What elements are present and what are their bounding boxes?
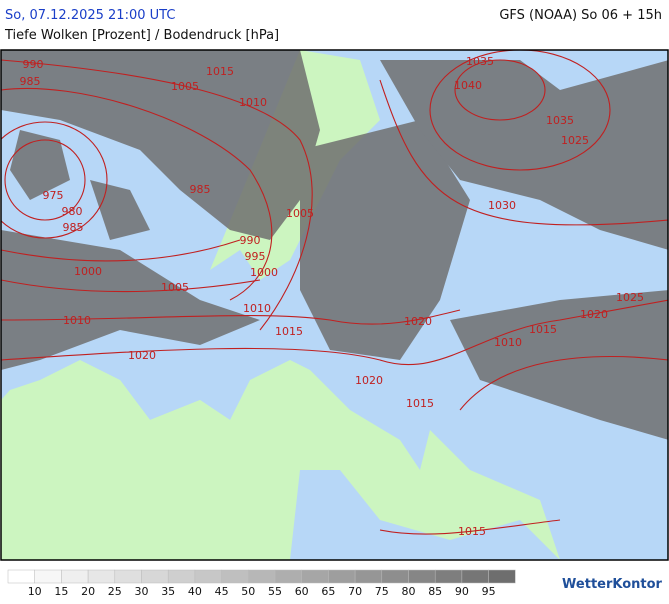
legend-swatch <box>488 569 516 584</box>
isobar-label: 1035 <box>546 114 574 127</box>
isobar-label: 1015 <box>275 325 303 338</box>
isobar-label: 1005 <box>286 207 314 220</box>
isobar-label: 1010 <box>239 96 267 109</box>
legend-swatch <box>381 569 409 584</box>
isobar-label: 985 <box>63 221 84 234</box>
legend-swatch <box>434 569 463 584</box>
legend-label: 55 <box>268 585 282 598</box>
legend-swatch <box>194 569 222 584</box>
isobar-label: 990 <box>23 58 44 71</box>
isobar-label: 1020 <box>128 349 156 362</box>
legend-swatch <box>328 569 356 584</box>
legend-label: 90 <box>455 585 469 598</box>
legend-label: 10 <box>28 585 42 598</box>
isobar-label: 985 <box>20 75 41 88</box>
isobar-label: 995 <box>245 250 266 263</box>
isobar-label: 1010 <box>63 314 91 327</box>
legend-label: 50 <box>241 585 255 598</box>
legend-swatch <box>7 569 35 584</box>
legend-label: 15 <box>54 585 68 598</box>
legend-swatch <box>114 569 142 584</box>
isobar-label: 1015 <box>529 323 557 336</box>
legend-swatch <box>461 569 489 584</box>
legend-swatch <box>301 569 329 584</box>
isobar-label: 1015 <box>458 525 486 538</box>
isobar-label: 980 <box>62 205 83 218</box>
map-frame <box>0 49 669 561</box>
legend-swatch <box>274 569 302 584</box>
legend-swatch <box>248 569 276 584</box>
legend-label: 25 <box>108 585 122 598</box>
legend-label: 85 <box>428 585 442 598</box>
legend-label: 40 <box>188 585 202 598</box>
isobar-label: 1005 <box>171 80 199 93</box>
legend-label: 80 <box>402 585 416 598</box>
isobar-label: 1035 <box>466 55 494 68</box>
isobar-label: 1000 <box>74 265 102 278</box>
legend-label: 20 <box>81 585 95 598</box>
isobar-label: 1040 <box>454 79 482 92</box>
isobar-label: 990 <box>240 234 261 247</box>
map: 990 985 1015 1005 1010 1035 1040 1035 1025 975 980… <box>0 49 669 561</box>
isobar-label: 1025 <box>561 134 589 147</box>
legend-swatch <box>61 569 89 584</box>
isobar-label: 1015 <box>206 65 234 78</box>
legend-label: 45 <box>215 585 229 598</box>
legend-swatch <box>354 569 383 584</box>
legend: 10 15 20 25 30 35 40 45 50 55 60 65 70 75 80 85 90 95 <box>7 569 516 598</box>
legend-swatch <box>167 569 196 584</box>
logo: WetterKontor <box>562 577 663 592</box>
date-label: So, 07.12.2025 21:00 UTC <box>5 8 175 23</box>
legend-label: 75 <box>375 585 389 598</box>
isobar-label: 1015 <box>406 397 434 410</box>
legend-swatch <box>141 569 169 584</box>
isobar-label: 1010 <box>494 336 522 349</box>
isobars <box>1 50 668 535</box>
isobar-label: 985 <box>190 183 211 196</box>
land <box>1 380 290 560</box>
isobar-label: 1025 <box>616 291 644 304</box>
legend-swatch <box>408 569 436 584</box>
isobar-label: 975 <box>43 189 64 202</box>
legend-label: 95 <box>482 585 496 598</box>
isobar-label: 1005 <box>161 281 189 294</box>
legend-label: 70 <box>348 585 362 598</box>
isobar-label: 1010 <box>243 302 271 315</box>
cloud-cover <box>1 50 668 440</box>
model-label: GFS (NOAA) So 06 + 15h <box>499 8 662 23</box>
legend-label: 60 <box>295 585 309 598</box>
legend-swatch <box>87 569 116 584</box>
isobar-label: 1000 <box>250 266 278 279</box>
isobar-label: 1020 <box>580 308 608 321</box>
isobar-label: 1020 <box>404 315 432 328</box>
isobar-label: 1030 <box>488 199 516 212</box>
legend-swatch <box>34 569 62 584</box>
legend-swatch <box>221 569 249 584</box>
legend-label: 65 <box>321 585 335 598</box>
legend-label: 35 <box>161 585 175 598</box>
subtitle: Tiefe Wolken [Prozent] / Bodendruck [hPa… <box>4 28 279 43</box>
legend-label: 30 <box>135 585 149 598</box>
isobar-label: 1020 <box>355 374 383 387</box>
